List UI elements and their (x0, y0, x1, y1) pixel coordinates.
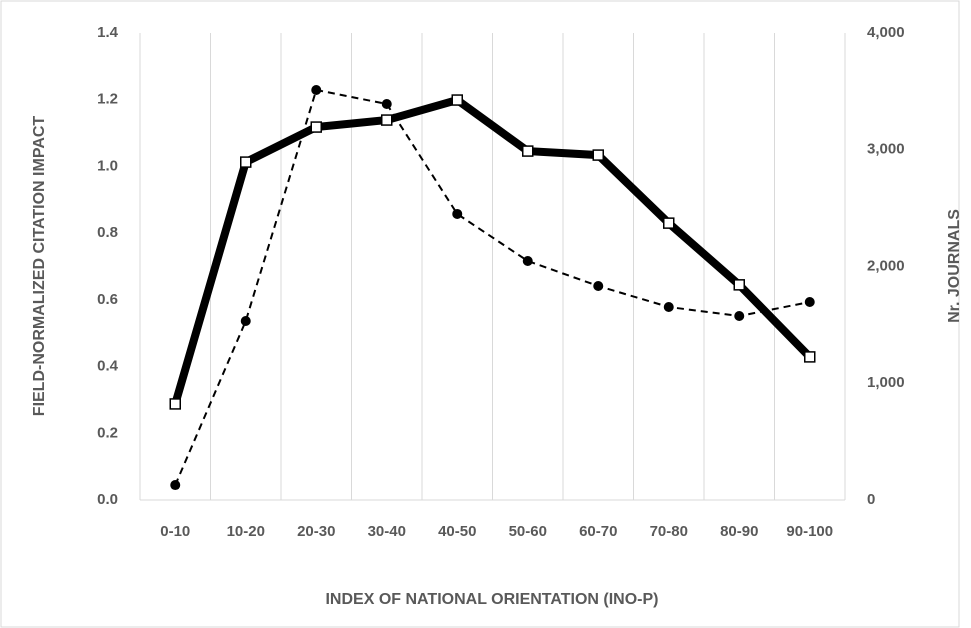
point (733, 279, 745, 291)
y2-tick-label: 3,000 (867, 141, 905, 158)
x-tick-label: 10-20 (227, 523, 265, 540)
y2-tick-label: 4,000 (867, 24, 905, 41)
x-tick-label: 50-60 (509, 523, 547, 540)
series-line (171, 95, 813, 406)
y-tick-label: 1.2 (97, 91, 118, 108)
x-tick-label: 30-40 (368, 523, 406, 540)
point (451, 94, 463, 106)
x-tick-label: 60-70 (579, 523, 617, 540)
point (804, 351, 816, 363)
y2-tick-label: 2,000 (867, 257, 905, 274)
point (663, 217, 675, 229)
series-line (174, 88, 810, 486)
y-tick-label: 1.0 (97, 157, 118, 174)
y2-axis-label: Nr. JOURNALS (946, 209, 963, 323)
x-tick-label: 90-100 (786, 523, 833, 540)
y2-tick-label: 0 (867, 491, 875, 508)
point (734, 311, 745, 322)
y-tick-label: 0.4 (97, 358, 119, 375)
point (170, 480, 181, 491)
point (593, 280, 604, 291)
x-tick-label: 20-30 (297, 523, 335, 540)
y-tick-label: 0.8 (97, 224, 118, 241)
point (311, 84, 322, 95)
x-tick-label: 80-90 (720, 523, 758, 540)
y-tick-label: 0.2 (97, 424, 118, 441)
point (804, 296, 815, 307)
x-tick-label: 70-80 (650, 523, 688, 540)
point (381, 114, 393, 126)
y-tick-label: 1.4 (97, 24, 119, 41)
y-axis-label: FIELD-NORMALIZED CITATION IMPACT (31, 116, 48, 417)
point (522, 145, 534, 157)
y-tick-label: 0.6 (97, 291, 118, 308)
y-tick-label: 0.0 (97, 491, 118, 508)
point (310, 121, 322, 133)
point (522, 256, 533, 267)
x-tick-label: 0-10 (160, 523, 190, 540)
point (169, 398, 181, 410)
point (663, 302, 674, 313)
point (240, 316, 251, 327)
x-tick-label: 40-50 (438, 523, 476, 540)
x-axis-label: INDEX OF NATIONAL ORIENTATION (INO-P) (325, 591, 658, 608)
point (240, 156, 252, 168)
point (381, 98, 392, 109)
point (592, 149, 604, 161)
point (452, 208, 463, 219)
y2-tick-label: 1,000 (867, 374, 905, 391)
